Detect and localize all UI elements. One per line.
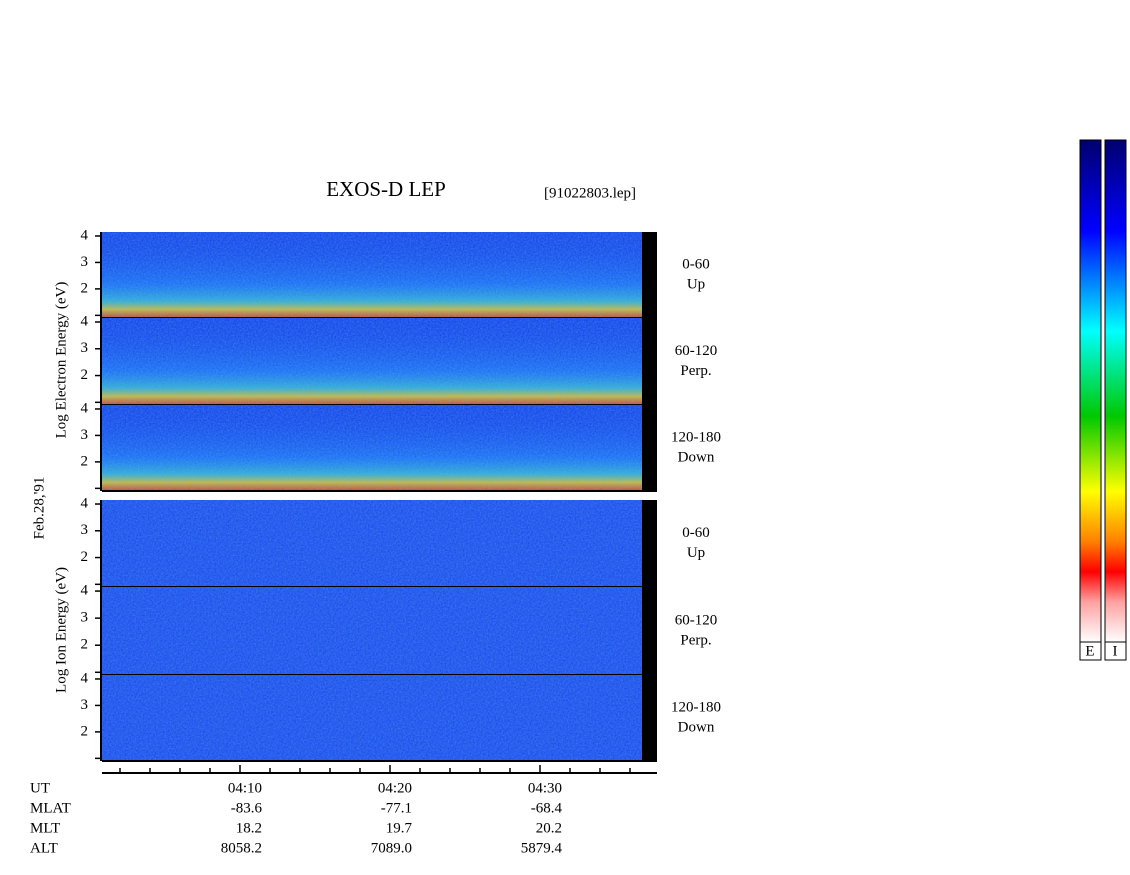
y-tick-label: 3 — [81, 610, 89, 626]
y-tick-label: 4 — [81, 400, 89, 416]
y-tick-label: 3 — [81, 697, 89, 713]
spectrogram-texture — [102, 405, 642, 491]
spectrogram-texture — [102, 587, 642, 675]
ephemeris-value: 20.2 — [536, 820, 562, 836]
y-tick-label: 3 — [81, 254, 89, 270]
colorbar — [1104, 139, 1127, 643]
ephemeris-label: MLT — [30, 820, 60, 836]
colorbar-label: E — [1085, 643, 1094, 659]
y-label: Log Electron Energy (eV) — [53, 282, 69, 439]
pitch-angle: 0-60 — [682, 525, 710, 541]
y-tick-label: 3 — [81, 427, 89, 443]
pitch-angle: Down — [678, 719, 715, 735]
spectrogram-texture — [102, 675, 642, 761]
y-tick-label: 4 — [81, 495, 89, 511]
pitch-angle: Up — [687, 545, 705, 561]
pitch-angle: 120-180 — [671, 699, 721, 715]
x-tick-label: 04:30 — [528, 780, 562, 796]
ephemeris-value: -68.4 — [531, 800, 563, 816]
y-tick-label: 2 — [81, 280, 89, 296]
colorbar — [1079, 139, 1102, 643]
pitch-angle: 60-120 — [675, 343, 718, 359]
ephemeris-value: 7089.0 — [371, 840, 412, 856]
spectrogram-texture — [102, 500, 642, 587]
no-data — [642, 675, 657, 761]
ephemeris-label: MLAT — [30, 800, 71, 816]
no-data — [642, 318, 657, 405]
pitch-angle: Perp. — [680, 363, 711, 379]
no-data — [642, 587, 657, 675]
y-tick-label: 2 — [81, 453, 89, 469]
pitch-angle: 0-60 — [682, 256, 710, 272]
pitch-angle: Up — [687, 276, 705, 292]
ephemeris-label: ALT — [30, 840, 58, 856]
ephemeris-value: 5879.4 — [521, 840, 563, 856]
pitch-angle: 120-180 — [671, 429, 721, 445]
y-tick-label: 2 — [81, 723, 89, 739]
ephemeris-value: 19.7 — [386, 820, 413, 836]
spectrogram-texture — [102, 318, 642, 405]
y-tick-label: 4 — [81, 670, 89, 686]
pitch-angle: Down — [678, 449, 715, 465]
colorbar-label-box — [1104, 641, 1127, 661]
colorbar-label-box — [1079, 641, 1102, 661]
colorbar-label: I — [1113, 643, 1118, 659]
pitch-angle: 60-120 — [675, 612, 718, 628]
no-data — [642, 232, 657, 318]
pitch-angle: Perp. — [680, 632, 711, 648]
file-label: [91022803.lep] — [544, 185, 636, 201]
y-tick-label: 3 — [81, 522, 89, 538]
y-tick-label: 4 — [81, 582, 89, 598]
y-tick-label: 4 — [81, 313, 89, 329]
y-tick-label: 3 — [81, 340, 89, 356]
y-tick-label: 2 — [81, 367, 89, 383]
ephemeris-value: 8058.2 — [221, 840, 262, 856]
y-tick-label: 2 — [81, 637, 89, 653]
x-tick-label: 04:10 — [228, 780, 262, 796]
spectrogram-texture — [102, 232, 642, 318]
no-data — [642, 500, 657, 587]
date-label: Feb.28,'91 — [31, 477, 47, 540]
ephemeris-value: -77.1 — [381, 800, 412, 816]
ephemeris-value: -83.6 — [231, 800, 263, 816]
x-tick-label: 04:20 — [378, 780, 412, 796]
ephemeris-value: 18.2 — [236, 820, 262, 836]
y-label: Log Ion Energy (eV) — [53, 567, 69, 693]
no-data — [642, 405, 657, 491]
y-tick-label: 2 — [81, 549, 89, 565]
y-tick-label: 4 — [81, 227, 89, 243]
ephemeris-label: UT — [30, 780, 50, 796]
title: EXOS-D LEP — [326, 177, 446, 201]
